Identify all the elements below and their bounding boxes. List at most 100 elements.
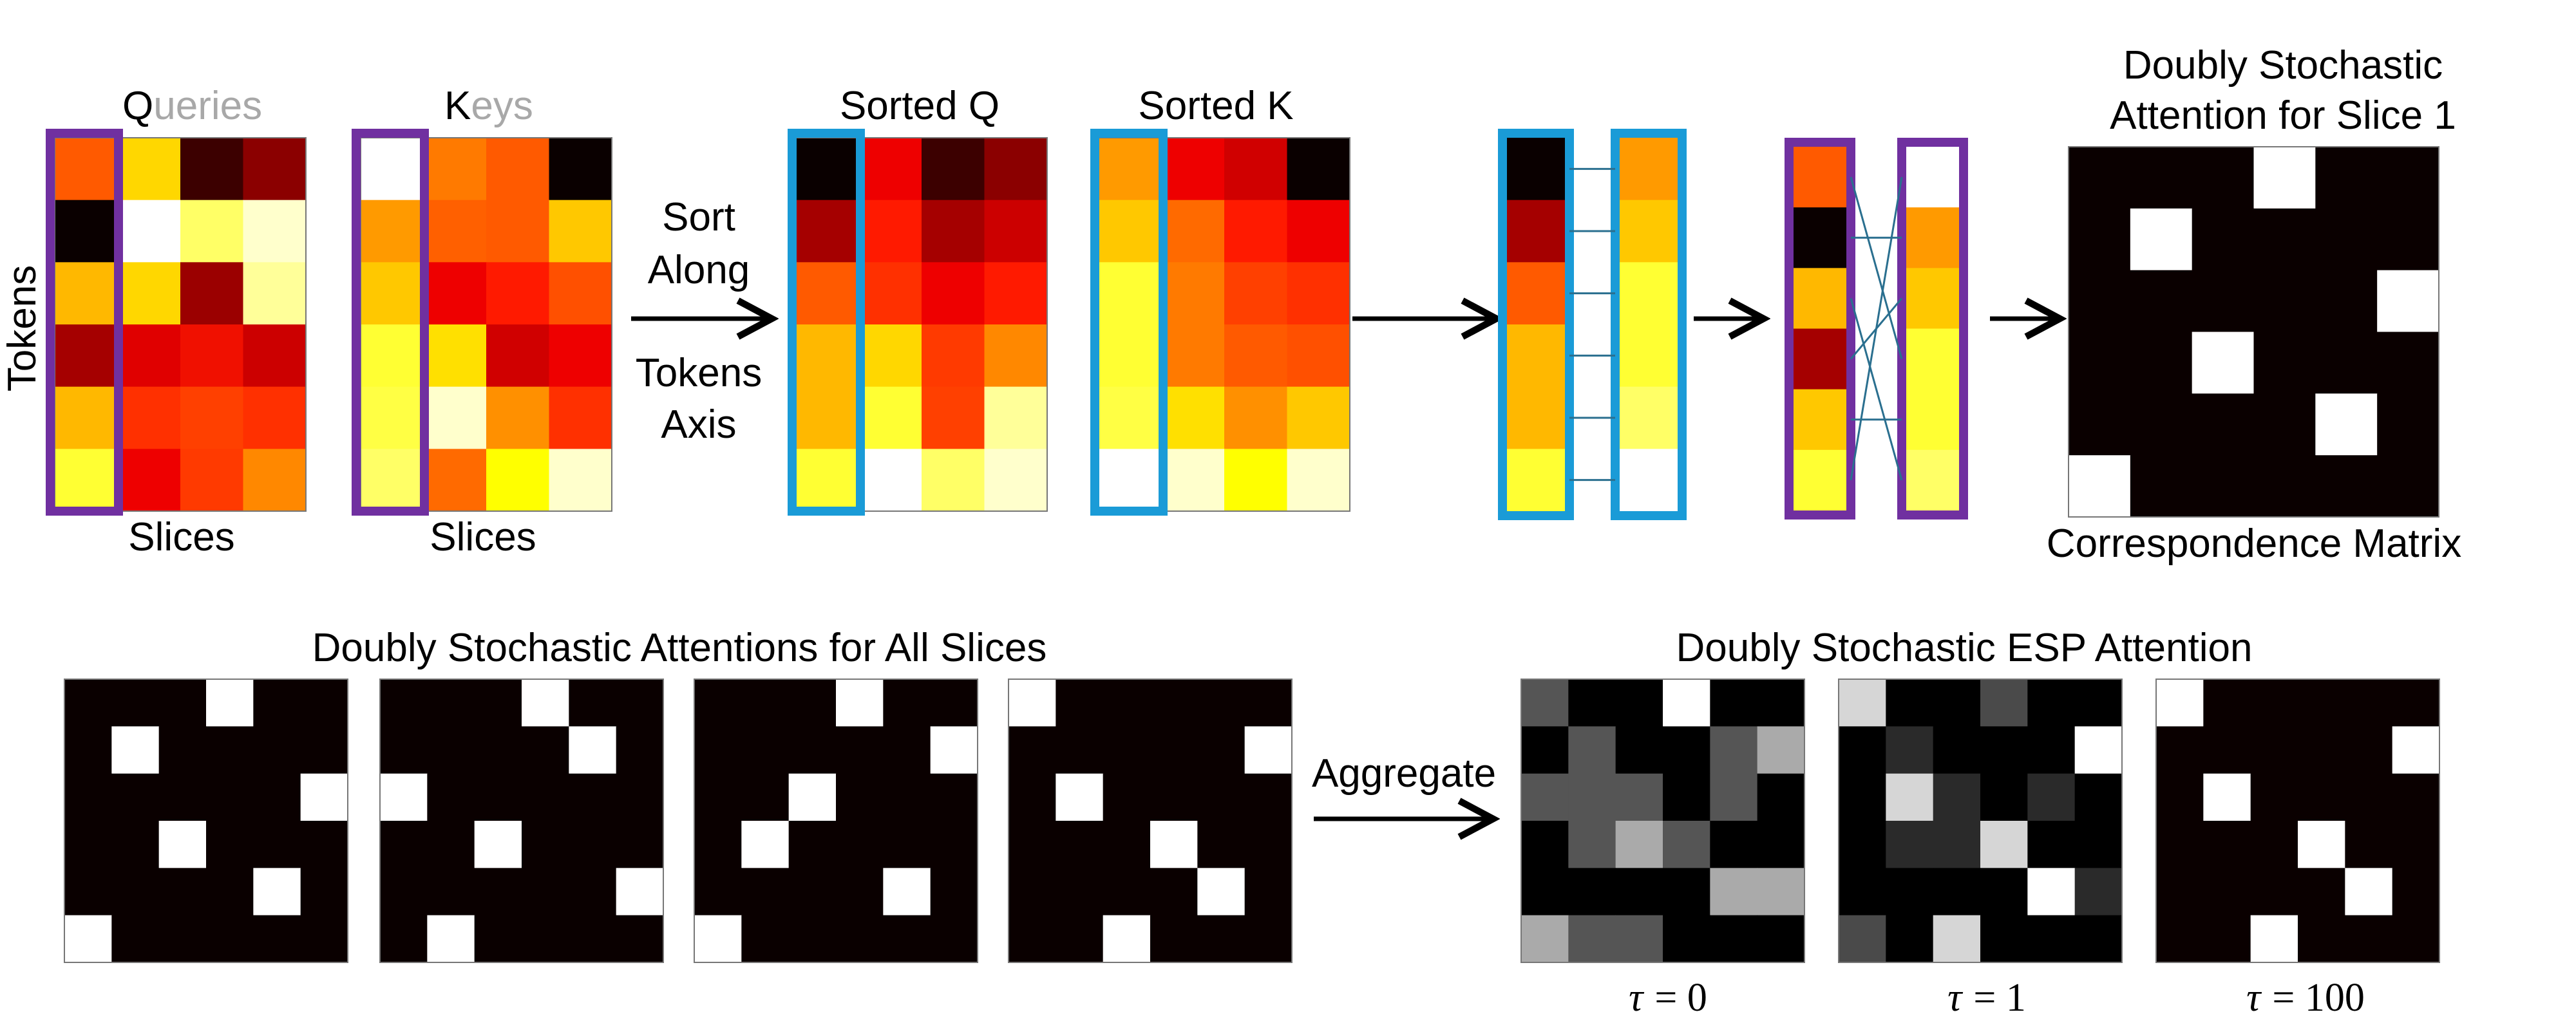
matrix-cell — [569, 915, 617, 963]
matrix-cell — [616, 868, 664, 916]
matrix-cell — [55, 138, 118, 201]
matrix-cell — [2345, 773, 2393, 821]
matrix-cell — [64, 679, 112, 727]
matrix-cell — [883, 915, 931, 963]
tau0-label: τ = 0 — [1629, 976, 1707, 1020]
matrix-cell — [616, 821, 664, 868]
matrix-cell — [1568, 821, 1616, 868]
matrix-cell — [1568, 868, 1616, 916]
matrix-cell — [1099, 324, 1162, 388]
matrix-cell — [1287, 386, 1350, 449]
matrix-cell — [1839, 821, 1886, 868]
matrix-cell — [694, 773, 742, 821]
matrix-cell — [486, 262, 550, 325]
matrix-cell — [243, 138, 307, 201]
matrix-cell — [1933, 868, 1981, 916]
matrix-cell — [788, 773, 837, 821]
matrix-cell — [1615, 679, 1663, 727]
matrix-cell — [1244, 773, 1293, 821]
matrix-cell — [549, 262, 612, 325]
matrix-cell — [2203, 821, 2251, 868]
matrix-cell — [984, 449, 1048, 512]
matrix-cell — [1150, 868, 1198, 916]
matrix-cell — [64, 821, 112, 868]
column-cell — [1620, 262, 1678, 325]
matrix-cell — [2250, 773, 2298, 821]
matrix-cell — [1933, 679, 1981, 727]
matrix-cell — [2027, 821, 2076, 868]
matrix-cell — [694, 821, 742, 868]
column-cell — [1620, 386, 1678, 449]
matrix-cell — [1663, 726, 1710, 774]
matrix-border — [1520, 679, 1805, 963]
matrix-cell — [1757, 726, 1805, 774]
matrix-cell — [1980, 726, 2028, 774]
matrix-cell — [1710, 821, 1758, 868]
matrix-cell — [694, 915, 742, 963]
matrix-cell — [2392, 773, 2440, 821]
matrix-cell — [2156, 773, 2204, 821]
matrix-cell — [361, 138, 424, 201]
matrix-cell — [1287, 138, 1350, 201]
matrix-cell — [1009, 915, 1056, 963]
matrix-cell — [2345, 679, 2393, 727]
matrix-cell — [486, 324, 550, 388]
matrix-cell — [858, 200, 922, 263]
matrix-cell — [522, 679, 569, 727]
matrix-cell — [1839, 726, 1886, 774]
keys-slice1-frame — [352, 129, 429, 516]
slice-attention-matrix-1 — [64, 679, 348, 963]
matrix-cell — [858, 386, 922, 449]
matrix-cell — [158, 726, 207, 774]
matrix-cell — [788, 915, 837, 963]
matrix-cell — [158, 915, 207, 963]
matrix-cell — [2069, 147, 2131, 209]
matrix-cell — [2250, 915, 2298, 963]
slice-attention-matrix-4 — [1008, 679, 1293, 963]
matrix-cell — [1197, 868, 1245, 916]
matrix-cell — [522, 773, 569, 821]
sorted-k-column-frame — [1611, 129, 1687, 520]
matrix-cell — [300, 868, 348, 916]
matrix-cell — [2298, 679, 2345, 727]
matrix-cell — [253, 773, 301, 821]
matrix-cell — [2069, 270, 2131, 333]
matrix-cell — [2156, 868, 2204, 916]
matrix-cell — [858, 324, 922, 388]
matrix-cell — [2130, 455, 2193, 518]
matrix-cell — [117, 449, 181, 512]
matrix-cell — [2392, 726, 2440, 774]
matrix-cell — [1615, 821, 1663, 868]
matrix-cell — [796, 449, 860, 512]
matrix-cell — [930, 726, 978, 774]
matrix-cell — [2027, 773, 2076, 821]
slices-label-keys: Slices — [430, 515, 536, 559]
matrix-cell — [930, 821, 978, 868]
matrix-cell — [361, 262, 424, 325]
matrix-cell — [423, 449, 487, 512]
matrix-cell — [2192, 332, 2255, 394]
matrix-cell — [616, 726, 664, 774]
matrix-cell — [243, 386, 307, 449]
column-cell — [1620, 324, 1678, 388]
matrix-cell — [1933, 915, 1981, 963]
matrix-cell — [486, 200, 550, 263]
matrix-cell — [1980, 821, 2028, 868]
matrix-cell — [1009, 868, 1056, 916]
matrix-cell — [522, 915, 569, 963]
matrix-cell — [2074, 726, 2123, 774]
matrix-cell — [1224, 138, 1288, 201]
matrix-cell — [2203, 773, 2251, 821]
matrix-cell — [486, 386, 550, 449]
sorted-q-slice1-frame — [788, 129, 865, 516]
matrix-cell — [549, 449, 612, 512]
matrix-cell — [1150, 773, 1198, 821]
matrix-cell — [694, 726, 742, 774]
matrix-cell — [1710, 773, 1758, 821]
matrix-cell — [616, 679, 664, 727]
matrix-cell — [549, 324, 612, 388]
matrix-cell — [694, 868, 742, 916]
matrix-cell — [1161, 262, 1225, 325]
matrix-cell — [1197, 679, 1245, 727]
matrix-cell — [2377, 332, 2439, 394]
